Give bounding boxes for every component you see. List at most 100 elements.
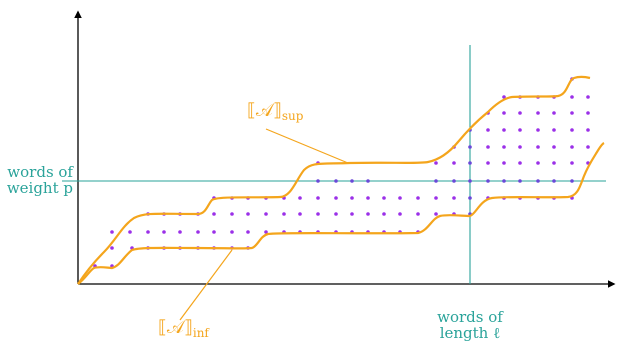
word-dot (316, 212, 320, 216)
word-dot (398, 196, 402, 200)
word-dot (552, 161, 556, 165)
word-dot (502, 111, 506, 115)
word-dot (350, 179, 354, 183)
word-dot (468, 196, 472, 200)
sup-label-sub: sup (281, 109, 304, 123)
word-dot (502, 95, 506, 99)
word-dot (434, 161, 438, 165)
word-dot (110, 246, 114, 250)
word-dot (518, 179, 522, 183)
word-dot (586, 95, 590, 99)
length-label-line2: length ℓ (439, 324, 501, 342)
word-dot (452, 196, 456, 200)
word-dot (518, 161, 522, 165)
sup-leader (265, 128, 349, 164)
word-dot (486, 128, 490, 132)
word-dot (434, 212, 438, 216)
word-dot (570, 111, 574, 115)
inf-leader (179, 249, 233, 321)
word-dot (334, 179, 338, 183)
word-dot (298, 196, 302, 200)
word-dot (552, 128, 556, 132)
word-dot (146, 230, 150, 234)
inf-label-main: ⟦𝒜⟧ (158, 317, 193, 338)
word-dot (366, 179, 370, 183)
word-dot (334, 212, 338, 216)
word-dot (570, 128, 574, 132)
word-dot (468, 179, 472, 183)
word-dot (518, 128, 522, 132)
word-dot (586, 128, 590, 132)
word-dot (536, 128, 540, 132)
word-dot (416, 212, 420, 216)
word-dot (264, 230, 268, 234)
inf-label: ⟦𝒜⟧inf (158, 317, 209, 341)
word-dot (246, 212, 250, 216)
sup-label: ⟦𝒜⟧sup (247, 100, 304, 124)
word-dot (552, 145, 556, 149)
word-dot (110, 230, 114, 234)
word-dot (196, 230, 200, 234)
inf-label-sub: inf (192, 326, 209, 340)
word-dot (486, 179, 490, 183)
word-dot (162, 230, 166, 234)
word-dot (282, 212, 286, 216)
word-dot (586, 145, 590, 149)
word-dot (230, 230, 234, 234)
word-dot (452, 179, 456, 183)
word-dot (382, 212, 386, 216)
word-dot (178, 230, 182, 234)
word-dot (586, 111, 590, 115)
length-label-line1: words of (437, 308, 503, 326)
sup-curve (77, 75, 591, 285)
word-dot (502, 128, 506, 132)
word-dot (452, 161, 456, 165)
word-dot (416, 196, 420, 200)
word-dot (486, 161, 490, 165)
word-dot (350, 196, 354, 200)
word-dot (382, 196, 386, 200)
word-dot (536, 145, 540, 149)
word-dot (570, 161, 574, 165)
length-label: words of length ℓ (428, 309, 512, 341)
inf-curve (77, 142, 605, 285)
word-dot (246, 230, 250, 234)
weight-label-line2: weight p (6, 179, 73, 197)
word-dot (434, 196, 438, 200)
word-dot (552, 111, 556, 115)
word-dot (468, 145, 472, 149)
word-dot (536, 161, 540, 165)
word-dot (316, 179, 320, 183)
word-dot (128, 230, 132, 234)
word-dot (264, 212, 268, 216)
sup-label-main: ⟦𝒜⟧ (247, 100, 282, 121)
word-dot (536, 179, 540, 183)
word-dot (212, 230, 216, 234)
word-dot (518, 145, 522, 149)
word-dots (93, 77, 590, 268)
word-dot (468, 161, 472, 165)
word-dot (230, 212, 234, 216)
word-dot (298, 212, 302, 216)
word-dot (502, 161, 506, 165)
word-dot (434, 179, 438, 183)
word-dot (212, 212, 216, 216)
word-dot (518, 111, 522, 115)
word-dot (536, 111, 540, 115)
word-dot (334, 196, 338, 200)
word-dot (366, 196, 370, 200)
word-dot (350, 212, 354, 216)
weight-label-line1: words of (7, 163, 73, 181)
word-dot (486, 145, 490, 149)
weight-label: words of weight p (0, 164, 73, 196)
word-dot (502, 145, 506, 149)
word-dot (398, 212, 402, 216)
word-dot (502, 179, 506, 183)
word-dot (366, 212, 370, 216)
word-dot (570, 95, 574, 99)
word-dot (570, 145, 574, 149)
word-dot (552, 179, 556, 183)
word-dot (570, 179, 574, 183)
word-dot (316, 196, 320, 200)
